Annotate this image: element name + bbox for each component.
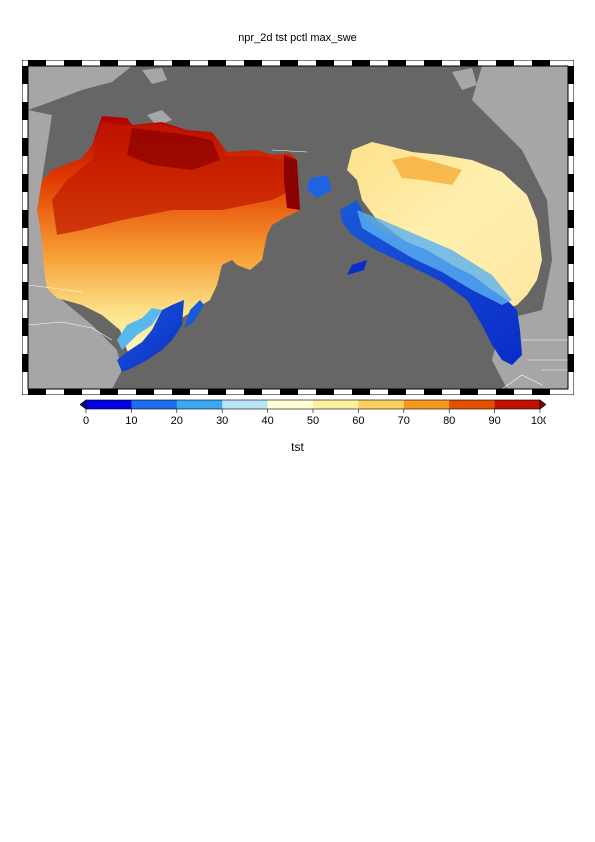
- colorbar-cell: [267, 400, 314, 409]
- colorbar-tick-label: 90: [488, 415, 500, 427]
- colorbar-cell: [176, 400, 223, 409]
- colorbar-tick-label: 10: [125, 415, 137, 427]
- eurasia-blue-coast: [117, 300, 184, 372]
- colorbar-tick-label: 20: [171, 415, 183, 427]
- colorbar-ticks: 0 10 20 30 40 50 60 70 80 90 100: [83, 409, 546, 427]
- colorbar-tick-label: 40: [261, 415, 273, 427]
- map-panel: [22, 60, 574, 395]
- colorbar-low-arrow: [80, 399, 87, 410]
- colorbar-cell: [358, 400, 405, 409]
- colorbar-cell: [403, 400, 450, 409]
- colorbar-cell: [449, 400, 495, 409]
- map-checker-border: [22, 60, 574, 395]
- colorbar-cell: [131, 400, 178, 409]
- land-masses: [28, 66, 568, 389]
- colorbar-cell: [494, 400, 541, 409]
- colorbar-tick-label: 30: [216, 415, 228, 427]
- alaska-orange-patches: [392, 156, 462, 185]
- aleutian-blue: [347, 260, 367, 275]
- colorbar-tick-label: 70: [398, 415, 410, 427]
- eurasia-light-blue: [117, 308, 162, 350]
- colorbar-cell: [222, 400, 268, 409]
- colorbar-label: tst: [291, 440, 304, 454]
- colorbar-tick-label: 60: [352, 415, 364, 427]
- colorbar-tick-label: 100: [531, 415, 546, 427]
- colorbar-cell: [86, 400, 132, 409]
- colorbar: 0 10 20 30 40 50 60 70 80 90 100: [80, 399, 546, 427]
- kamchatka-blue: [184, 300, 204, 328]
- bering-island-blue: [307, 175, 332, 198]
- colorbar-tick-label: 50: [307, 415, 319, 427]
- colorbar-cell: [313, 400, 359, 409]
- colorbar-high-arrow: [539, 399, 546, 410]
- plot-title: npr_2d tst pctl max_swe: [238, 32, 357, 44]
- north-america-data-field: [347, 142, 542, 310]
- chukotka-darkred: [284, 155, 300, 210]
- boundary-lines: [28, 149, 568, 389]
- alaska-light-blue: [357, 210, 512, 305]
- colorbar-tick-label: 80: [443, 415, 455, 427]
- eurasia-darkred-core: [127, 128, 220, 170]
- colorbar-tick-label: 0: [83, 415, 89, 427]
- map-inner-frame: [27, 65, 569, 390]
- colorbar-cells: [80, 399, 546, 410]
- eurasia-hot-core: [52, 122, 292, 235]
